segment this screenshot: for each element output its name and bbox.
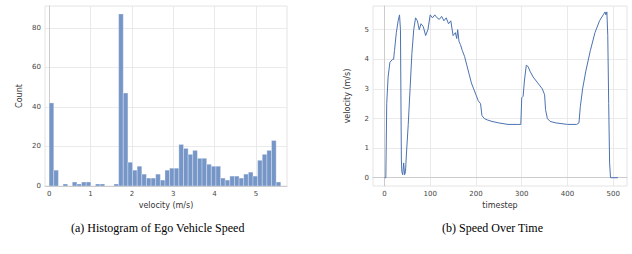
svg-text:timestep: timestep <box>482 201 517 210</box>
svg-text:4: 4 <box>212 190 217 198</box>
svg-text:0: 0 <box>37 182 41 190</box>
svg-text:(b) Speed Over Time: (b) Speed Over Time <box>442 221 543 235</box>
svg-text:2: 2 <box>130 190 134 198</box>
svg-text:3: 3 <box>171 190 175 198</box>
svg-text:0: 0 <box>365 174 369 182</box>
svg-text:80: 80 <box>32 24 41 32</box>
svg-text:5: 5 <box>365 26 369 34</box>
svg-text:3: 3 <box>365 85 369 93</box>
svg-text:(a) Histogram of Ego Vehicle S: (a) Histogram of Ego Vehicle Speed <box>71 221 244 235</box>
svg-text:0: 0 <box>47 190 51 198</box>
svg-text:0: 0 <box>382 190 386 198</box>
svg-text:5: 5 <box>254 190 258 198</box>
svg-text:1: 1 <box>88 190 92 198</box>
svg-text:20: 20 <box>32 142 41 150</box>
svg-text:velocity (m/s): velocity (m/s) <box>343 69 352 124</box>
svg-text:100: 100 <box>424 190 437 198</box>
svg-text:4: 4 <box>365 55 370 63</box>
svg-text:40: 40 <box>32 103 41 111</box>
svg-text:velocity (m/s): velocity (m/s) <box>139 201 194 210</box>
svg-text:Count: Count <box>15 84 24 108</box>
svg-text:200: 200 <box>469 190 482 198</box>
svg-text:60: 60 <box>32 63 41 71</box>
svg-text:400: 400 <box>561 190 574 198</box>
svg-text:300: 300 <box>515 190 528 198</box>
svg-text:2: 2 <box>365 115 369 123</box>
svg-text:1: 1 <box>365 144 369 152</box>
svg-text:500: 500 <box>607 190 620 198</box>
